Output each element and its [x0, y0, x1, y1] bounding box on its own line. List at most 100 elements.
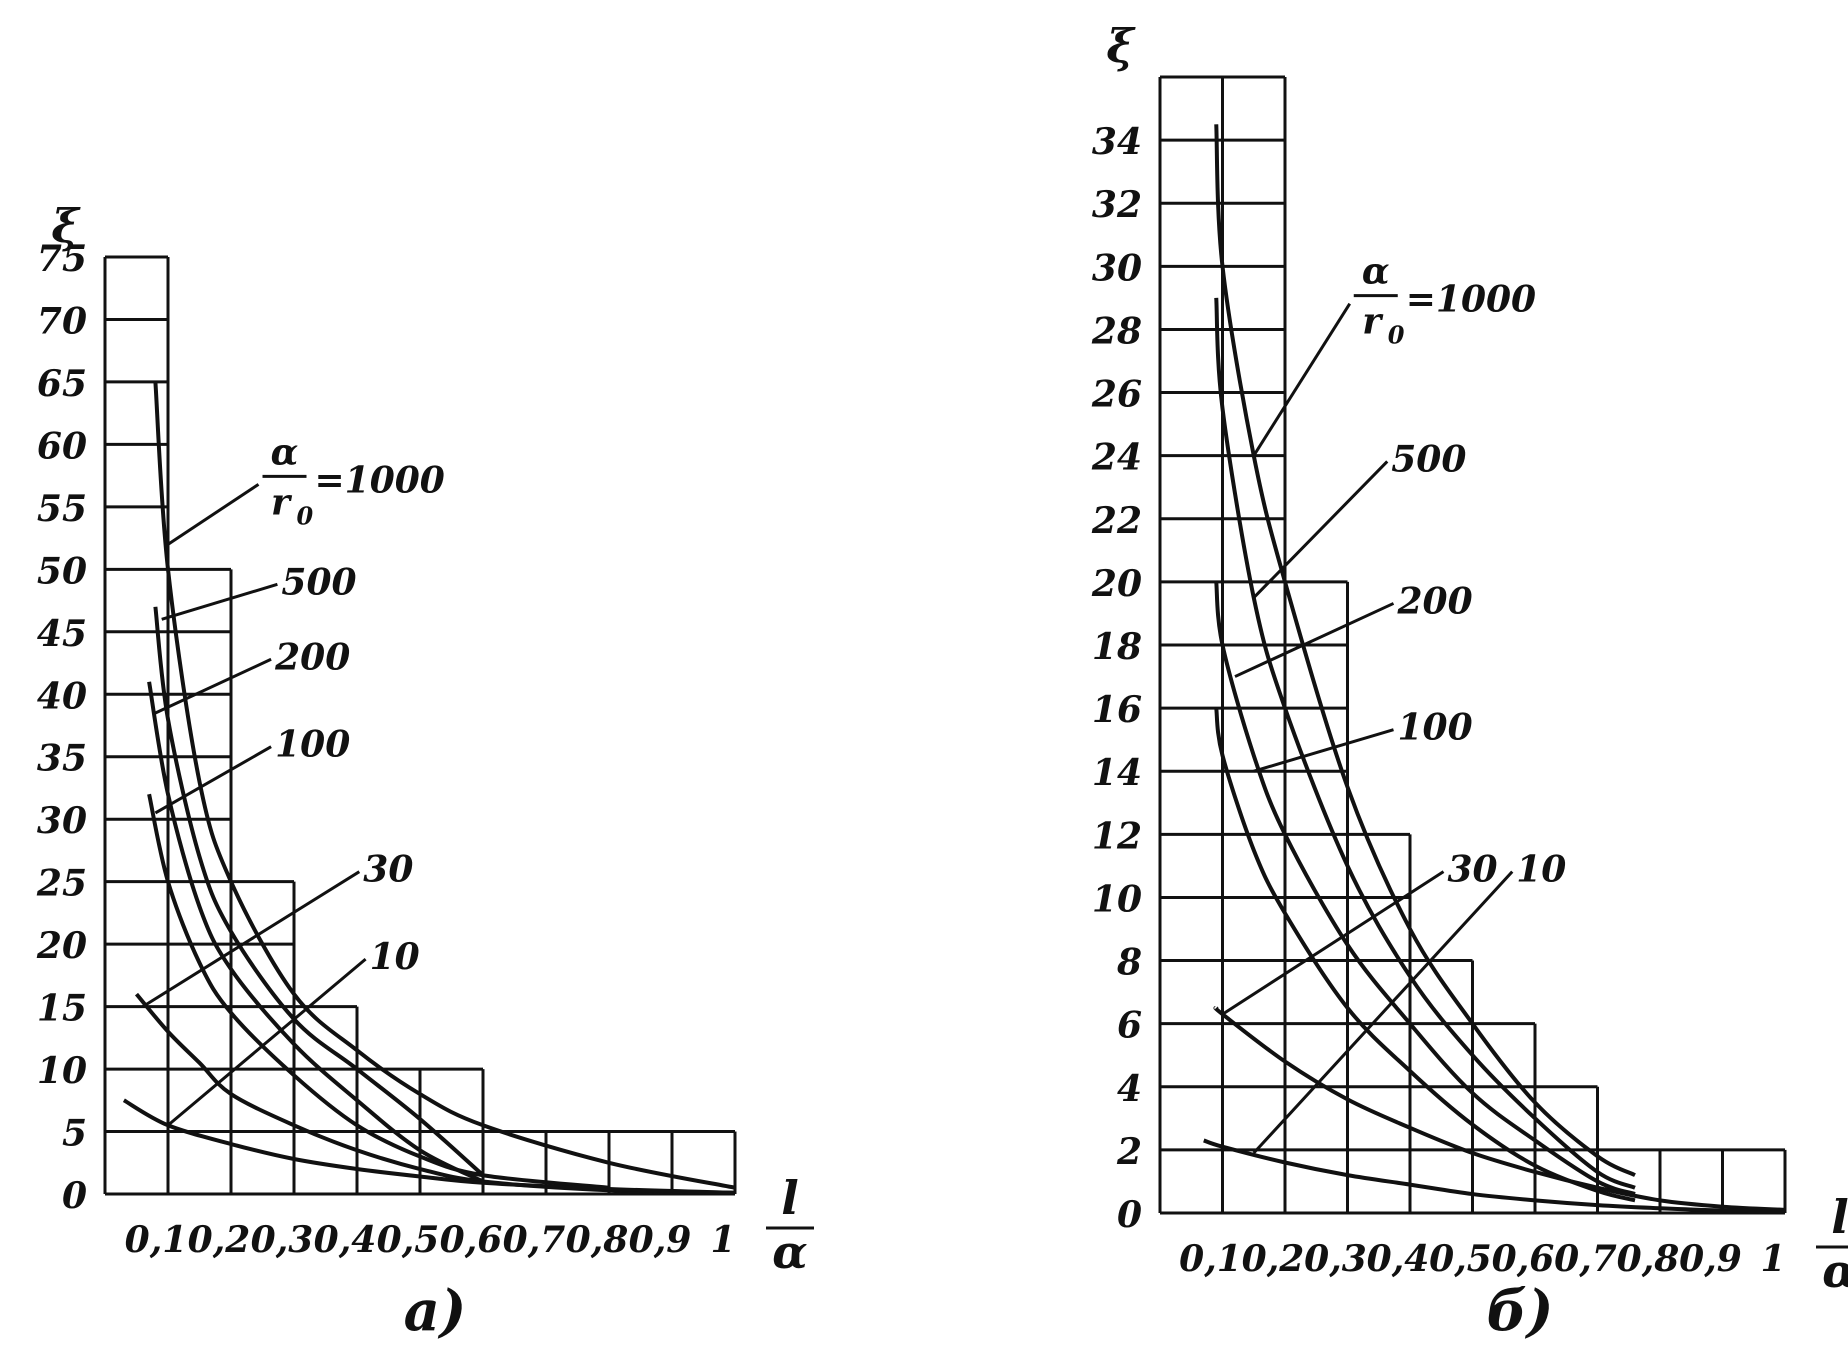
x-tick-label: 0,6 [1492, 1238, 1555, 1280]
x-tick-label: 0,3 [1304, 1238, 1367, 1280]
x-tick-label: 1 [1760, 1238, 1785, 1280]
leader-line-30 [1221, 870, 1445, 1016]
curve-label-30: 30 [363, 849, 413, 891]
y-tick-label: 35 [37, 738, 87, 780]
leader-line-10 [1252, 870, 1514, 1155]
y-tick-label: 40 [37, 675, 87, 717]
param-label-value: =1000 [1406, 279, 1536, 321]
x-tick-label: 0,2 [188, 1219, 251, 1261]
leader-line-500 [161, 582, 278, 621]
y-tick-label: 20 [36, 925, 87, 967]
x-tick-label: 0,8 [1617, 1238, 1680, 1280]
param-label-numerator: α [271, 431, 299, 473]
curve-10 [1203, 1138, 1786, 1214]
y-tick-label: 20 [1091, 563, 1142, 605]
y-tick-label: 70 [37, 300, 87, 342]
x-tick-label: 0,3 [251, 1219, 314, 1261]
y-tick-label: 75 [37, 238, 87, 280]
curve-label-30: 30 [1448, 849, 1498, 891]
x-tick-label: 0,4 [314, 1219, 377, 1261]
leader-line-100 [154, 745, 272, 815]
x-axis-label-denominator: α [1822, 1244, 1848, 1298]
curve-10 [122, 1098, 736, 1195]
leader-line-200 [1234, 602, 1395, 678]
curve-label-500: 500 [281, 561, 356, 603]
panel-label-b: б) [1487, 1278, 1554, 1344]
x-axis-label-denominator: α [772, 1225, 807, 1279]
y-tick-label: 24 [1091, 437, 1142, 479]
curve-500 [1214, 297, 1636, 1190]
y-tick-label: 14 [1092, 752, 1142, 794]
param-label-numerator: α [1362, 251, 1390, 293]
curve-label-10: 10 [1516, 849, 1566, 891]
x-tick-label: 0,4 [1367, 1238, 1430, 1280]
curve-label-100: 100 [1398, 707, 1473, 749]
x-tick-label: 0,5 [377, 1219, 440, 1261]
leader-line-30 [142, 870, 361, 1008]
y-tick-label: 50 [37, 550, 87, 592]
panel-label-a: а) [404, 1278, 467, 1344]
y-tick-label: 30 [37, 800, 87, 842]
leader-line-200 [154, 657, 272, 715]
x-tick-label: 0,1 [1179, 1238, 1242, 1280]
curve-label-10: 10 [370, 936, 420, 978]
y-tick-label: 25 [36, 863, 87, 905]
param-label-denominator: r [271, 481, 293, 523]
y-tick-label: 12 [1092, 815, 1142, 857]
x-tick-label: 0,9 [1679, 1238, 1742, 1280]
x-tick-label: 0,7 [503, 1219, 566, 1261]
y-tick-label: 22 [1091, 500, 1142, 542]
y-tick-label: 0 [1117, 1194, 1142, 1236]
y-tick-label: 6 [1117, 1005, 1142, 1047]
x-tick-label: 0,8 [566, 1219, 629, 1261]
y-tick-label: 15 [37, 988, 87, 1030]
leader-line-1000 [1252, 302, 1352, 457]
y-tick-label: 60 [37, 425, 87, 467]
x-tick-label: 0,2 [1242, 1238, 1305, 1280]
curve-200 [147, 681, 484, 1184]
y-tick-label: 16 [1092, 689, 1142, 731]
param-label-subscript: 0 [1388, 321, 1405, 350]
x-tick-label: 0,9 [629, 1219, 692, 1261]
x-axis-label-numerator: l [1831, 1190, 1848, 1244]
leader-line-10 [167, 957, 367, 1127]
curve-1000 [153, 381, 736, 1190]
y-tick-label: 45 [37, 613, 87, 655]
leader-line-1000 [167, 483, 260, 546]
curve-label-200: 200 [1397, 580, 1473, 622]
leader-line-500 [1252, 460, 1389, 599]
curve-500 [153, 606, 485, 1177]
grid [1158, 75, 1787, 1215]
x-tick-label: 0,7 [1554, 1238, 1617, 1280]
y-tick-label: 2 [1116, 1131, 1142, 1173]
x-tick-label: 0,6 [440, 1219, 503, 1261]
curve-200 [1214, 581, 1636, 1196]
param-label-value: =1000 [315, 459, 445, 501]
y-tick-label: 30 [1092, 247, 1142, 289]
y-tick-label: 4 [1117, 1068, 1142, 1110]
curve-label-200: 200 [274, 636, 350, 678]
param-label-denominator: r [1362, 301, 1384, 343]
param-label-subscript: 0 [297, 501, 314, 530]
y-tick-label: 5 [62, 1113, 87, 1155]
x-tick-label: 0,1 [125, 1219, 188, 1261]
curve-label-100: 100 [275, 724, 350, 766]
curve-100 [147, 793, 610, 1190]
y-tick-label: 55 [37, 488, 87, 530]
y-tick-label: 18 [1092, 626, 1142, 668]
x-tick-label: 0,5 [1429, 1238, 1492, 1280]
grid [103, 255, 737, 1196]
y-tick-label: 0 [62, 1175, 87, 1217]
y-tick-label: 65 [37, 363, 87, 405]
y-tick-label: 10 [37, 1050, 87, 1092]
y-tick-label: 32 [1092, 184, 1142, 226]
x-axis-label-numerator: l [781, 1171, 798, 1225]
y-tick-label: 28 [1091, 310, 1142, 352]
curve-1000 [1214, 124, 1636, 1177]
y-axis-symbol: ξ [1106, 19, 1136, 73]
x-tick-label: 1 [710, 1219, 735, 1261]
y-tick-label: 8 [1116, 942, 1142, 984]
y-tick-label: 10 [1092, 878, 1142, 920]
